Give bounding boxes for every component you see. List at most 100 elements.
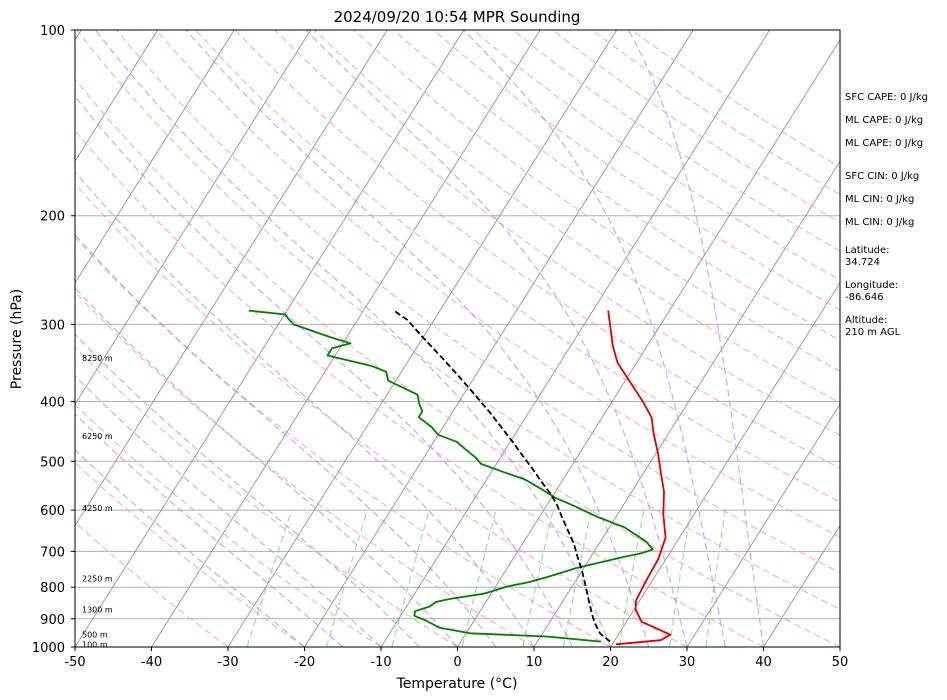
y-tick-label: 400 <box>40 395 65 410</box>
ml-cape-text-2: ML CAPE: 0 J/kg <box>845 138 924 149</box>
mixing-ratio-line <box>246 509 293 647</box>
y-tick-label: 100 <box>40 24 65 39</box>
temperature-series-line <box>607 310 672 646</box>
isotherm-line <box>75 30 388 527</box>
isotherm-line <box>763 524 840 647</box>
moist-adiabat-line <box>75 171 535 647</box>
dry-adiabat-line <box>353 30 840 372</box>
dry-adiabat-line <box>195 30 840 504</box>
x-tick-label: 40 <box>755 655 772 670</box>
dry-adiabat-line <box>75 78 840 647</box>
y-tick-label: 1000 <box>32 641 65 656</box>
x-tick-label: -50 <box>64 655 85 670</box>
y-tick-label: 200 <box>40 210 65 225</box>
height-label: 2250 m <box>82 575 113 584</box>
sfc-cin-text: SFC CIN: 0 J/kg <box>845 171 920 182</box>
isotherm-line <box>304 30 694 647</box>
x-tick-label: 0 <box>453 655 461 670</box>
latitude-label: Latitude: <box>845 245 890 256</box>
x-tick-label: 50 <box>832 655 849 670</box>
altitude-value: 210 m AGL <box>845 327 901 338</box>
x-axis-label: Temperature (°C) <box>396 676 518 692</box>
dry-adiabat-line <box>75 346 458 647</box>
height-label: 500 m <box>82 631 108 640</box>
mixing-ratio-line <box>391 509 430 647</box>
profile-lines <box>248 309 672 646</box>
dry-adiabat-line <box>393 30 840 341</box>
moist-adiabat-line <box>75 233 497 647</box>
altitude-label: Altitude: <box>845 315 888 326</box>
mixing-ratio-line <box>668 509 692 647</box>
height-label: 6250 m <box>82 432 113 441</box>
dry-adiabat-line <box>75 236 611 647</box>
dry-adiabat-line <box>75 182 688 647</box>
longitude-value: -86.646 <box>845 292 884 303</box>
dry-adiabat-line <box>76 30 840 611</box>
mixing-ratio-line <box>325 509 369 647</box>
background-lines <box>0 30 840 647</box>
isotherm-line <box>0 30 5 647</box>
moist-adiabat-line <box>463 30 726 647</box>
isotherm-line <box>151 30 541 647</box>
longitude-label: Longitude: <box>845 280 899 291</box>
dewpoint-series-line <box>248 309 654 643</box>
y-tick-label: 500 <box>40 455 65 470</box>
x-axis-ticks: -50 -40 -30 -20 -10 0 10 20 30 40 50 <box>64 647 848 670</box>
dry-adiabat-line <box>75 521 229 647</box>
ml-cape-text-1: ML CAPE: 0 J/kg <box>845 115 924 126</box>
isotherm-line <box>75 30 465 647</box>
isotherm-line <box>227 30 618 647</box>
dry-adiabat-line <box>115 30 840 574</box>
dry-adiabat-line <box>75 461 305 647</box>
x-tick-label: -20 <box>294 655 315 670</box>
moist-adiabat-line <box>627 30 765 647</box>
isotherm-line <box>75 30 159 163</box>
moist-adiabat-line <box>75 286 458 647</box>
moist-adiabat-line <box>185 30 650 647</box>
isotherm-line <box>610 281 840 647</box>
isotherm-line <box>75 30 235 284</box>
isotherm-line <box>380 30 771 647</box>
y-tick-label: 900 <box>40 613 65 628</box>
x-tick-label: 10 <box>526 655 543 670</box>
moist-adiabat-line <box>94 30 612 647</box>
stats-panel: SFC CAPE: 0 J/kg ML CAPE: 0 J/kg ML CAPE… <box>845 92 945 339</box>
isotherm-line <box>457 39 840 647</box>
x-tick-label: -40 <box>141 655 162 670</box>
moist-adiabat-line <box>75 374 382 647</box>
mixing-ratio-line <box>618 509 645 647</box>
sfc-cape-text: SFC CAPE: 0 J/kg <box>845 92 928 103</box>
mixing-ratio-line <box>461 509 497 647</box>
dry-adiabat-line <box>432 30 840 311</box>
chart-title: 2024/09/20 10:54 MPR Sounding <box>334 8 581 26</box>
y-tick-label: 700 <box>40 545 65 560</box>
height-label: 100 m <box>82 640 108 649</box>
y-tick-label: 300 <box>40 318 65 333</box>
x-tick-label: 30 <box>679 655 696 670</box>
ml-cin-text-2: ML CIN: 0 J/kg <box>845 217 915 228</box>
x-tick-label: -10 <box>370 655 391 670</box>
moist-adiabat-line <box>75 95 573 647</box>
dry-adiabat-line <box>472 30 840 281</box>
isotherm-line <box>75 30 312 405</box>
moist-adiabat-line <box>75 333 420 647</box>
dry-adiabat-line <box>75 403 382 647</box>
dry-adiabat-line <box>234 30 840 470</box>
isotherm-line <box>686 403 840 647</box>
mixing-ratio-line <box>522 509 554 647</box>
x-tick-label: 20 <box>602 655 619 670</box>
y-axis-label: Pressure (hPa) <box>9 289 25 389</box>
dry-adiabat-line <box>75 130 764 647</box>
mixing-ratio-line <box>705 509 726 647</box>
parcel-series-line <box>393 309 611 643</box>
dry-adiabat-line <box>155 30 840 538</box>
isotherm-line <box>533 160 840 647</box>
moist-adiabat-line <box>75 413 344 647</box>
latitude-value: 34.724 <box>845 257 880 268</box>
height-label: 4250 m <box>82 504 113 513</box>
y-tick-label: 800 <box>40 581 65 596</box>
x-tick-label: -30 <box>217 655 238 670</box>
height-label: 8250 m <box>82 354 113 363</box>
